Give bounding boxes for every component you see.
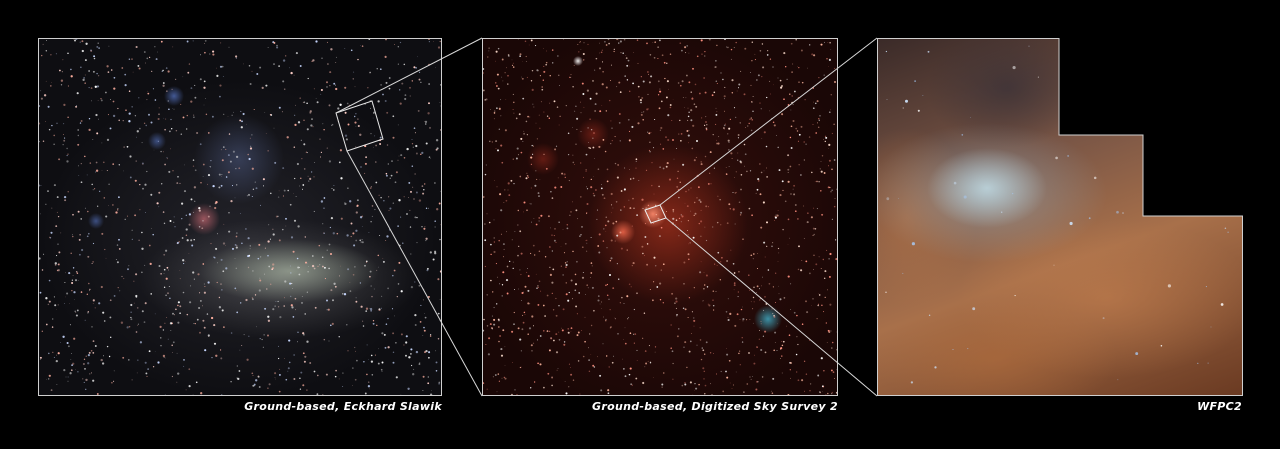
caption-wfpc2: WFPC2	[1197, 400, 1242, 413]
caption-ground-based-slawik: Ground-based, Eckhard Slawik	[244, 400, 442, 413]
dss-starfield	[483, 39, 837, 395]
lmc-starfield	[39, 39, 441, 395]
wfpc2-nebula-image	[877, 38, 1243, 396]
dss-nebula-image	[482, 38, 838, 396]
wfpc2-stars	[877, 45, 1233, 384]
caption-ground-based-dss2: Ground-based, Digitized Sky Survey 2	[592, 400, 838, 413]
lmc-wide-field-image	[38, 38, 442, 396]
